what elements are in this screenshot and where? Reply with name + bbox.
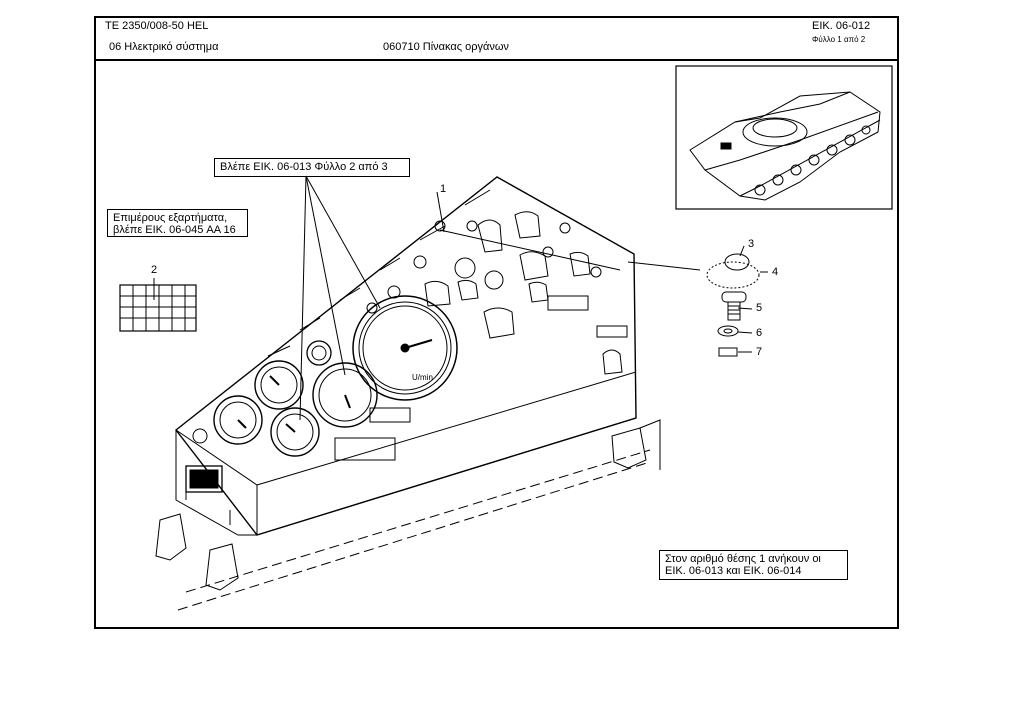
tacho-unit-label: U/min [412,373,433,382]
callout-2: 2 [151,264,158,276]
callout-3: 3 [748,238,755,250]
leader-lines [153,175,768,421]
callout-5: 5 [756,302,763,314]
doc-code: TE 2350/008-50 HEL [105,20,209,32]
position-note: Στον αριθμό θέσης 1 ανήκουν οι ΕΙΚ. 06-0… [659,550,848,580]
position-line-2: ΕΙΚ. 06-013 και ΕΙΚ. 06-014 [665,565,802,577]
section-title: 06 Ηλεκτρικό σύστημα [109,41,219,53]
switches-and-knobs [366,211,623,375]
position-line-1: Στον αριθμό θέσης 1 ανήκουν οι [665,553,821,565]
part-2-grid [119,284,197,332]
callout-7: 7 [756,346,763,358]
callout-1: 1 [440,183,447,195]
subparts-line-2: βλέπε ΕΙΚ. 06-045 AA 16 [113,224,236,236]
mounting-brackets [155,419,661,611]
exploded-parts [627,253,760,357]
subparts-note: Επιμέρους εξαρτήματα, βλέπε ΕΙΚ. 06-045 … [107,209,248,237]
callout-6: 6 [756,327,763,339]
see-figure-note: Βλέπε ΕΙΚ. 06-013 Φύλλο 2 από 3 [214,158,410,177]
see-figure-text: Βλέπε ΕΙΚ. 06-013 Φύλλο 2 από 3 [220,161,388,173]
assembly-title: 060710 Πίνακας οργάνων [383,41,509,53]
subparts-line-1: Επιμέρους εξαρτήματα, [113,212,228,224]
header-divider [94,59,899,61]
gauges [192,295,458,457]
figure-ref: ΕΙΚ. 06-012 [812,20,871,32]
drawing-frame [94,16,899,629]
instrument-panel-body [175,176,637,536]
callout-4: 4 [772,266,779,278]
sheet-number: Φύλλο 1 από 2 [812,35,866,44]
vehicle-inset [675,65,893,210]
